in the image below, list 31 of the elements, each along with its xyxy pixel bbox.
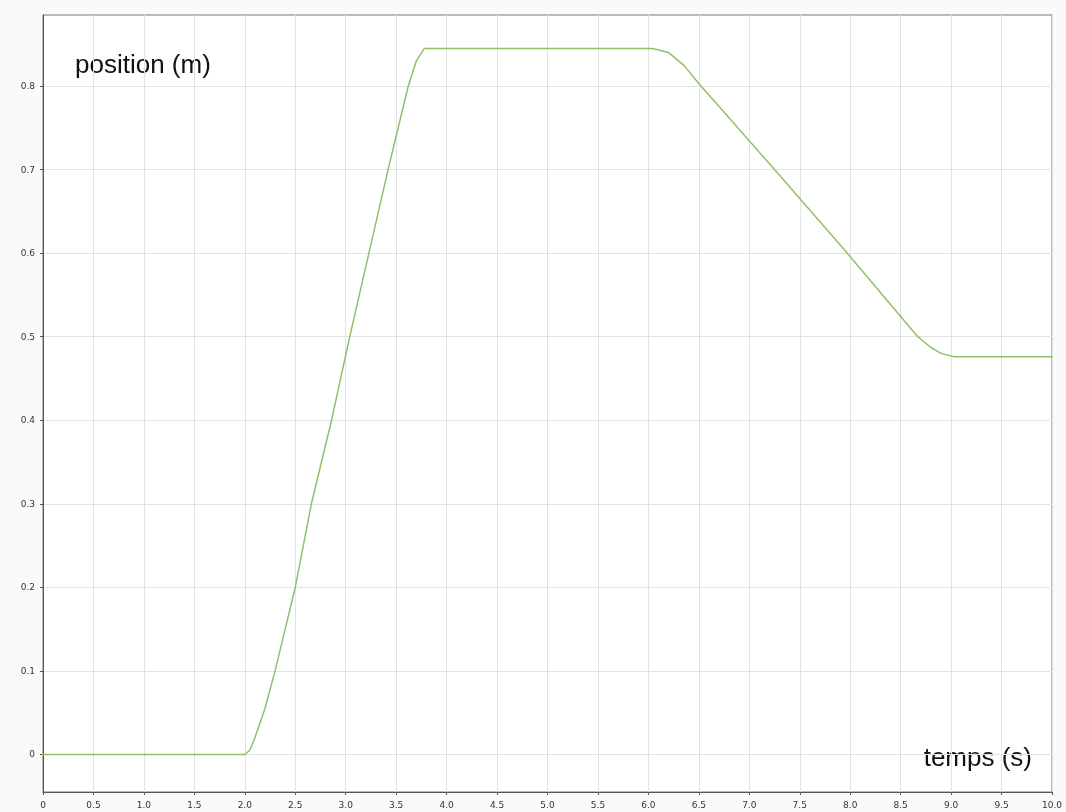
x-tick-label: 10.0	[1041, 799, 1063, 810]
y-tick-label: 0.1	[20, 665, 35, 676]
x-tick-label: 3.0	[338, 799, 354, 810]
x-tick-label: 7.5	[792, 799, 807, 810]
x-tick-label: 9.5	[994, 799, 1009, 810]
y-tick-label: 0.5	[20, 331, 35, 342]
x-tick-label: 5.0	[540, 799, 555, 810]
x-tick-label: 9.0	[943, 799, 959, 810]
x-tick-label: 7.0	[742, 799, 757, 810]
x-tick-label: 8.0	[843, 799, 858, 810]
x-tick-label: 8.5	[893, 799, 908, 810]
x-tick-label: 1.5	[187, 799, 202, 810]
y-tick-label: 0.4	[20, 415, 36, 426]
y-tick-label: 0.3	[20, 498, 35, 509]
y-tick-label: 0.7	[20, 164, 35, 175]
x-tick-label: 2.5	[288, 799, 303, 810]
y-tick-label: 0.2	[20, 582, 35, 593]
x-tick-label: 6.5	[691, 799, 707, 810]
x-tick-label: 6.0	[641, 799, 656, 810]
x-tick-label: 4.0	[439, 799, 455, 810]
x-tick-label: 3.5	[388, 799, 404, 810]
x-tick-label: 2.0	[237, 799, 253, 810]
x-tick-label: 5.5	[590, 799, 606, 810]
x-tick-label: 4.5	[489, 799, 505, 810]
y-tick-label: 0	[29, 749, 36, 760]
y-tick-label: 0.6	[20, 248, 36, 259]
x-tick-label: 0.5	[86, 799, 101, 810]
x-tick-label: 0	[40, 799, 47, 810]
y-axis-title: position (m)	[75, 49, 211, 79]
y-tick-label: 0.8	[20, 81, 36, 92]
x-tick-label: 1.0	[136, 799, 152, 810]
